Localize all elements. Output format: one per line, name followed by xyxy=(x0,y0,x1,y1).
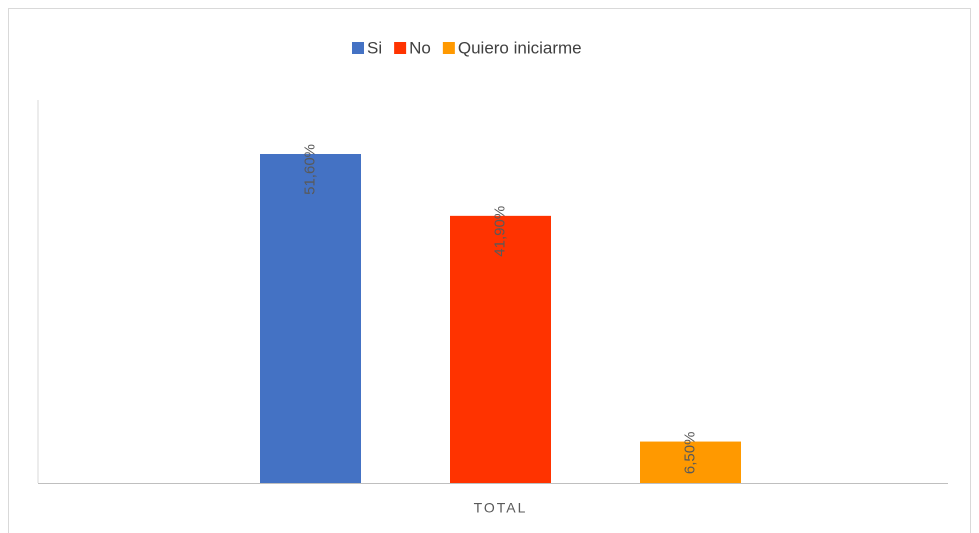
data-label: 41,90% xyxy=(491,206,508,257)
data-label: 51,60% xyxy=(301,144,318,195)
legend-label: Quiero iniciarme xyxy=(458,38,582,57)
data-label: 6,50% xyxy=(681,432,698,475)
legend-swatch xyxy=(442,42,455,54)
bar xyxy=(450,215,551,483)
bar xyxy=(260,154,361,483)
legend-swatch xyxy=(352,42,364,54)
legend-swatch xyxy=(394,42,407,54)
legend-label: No xyxy=(409,38,431,57)
x-tick-label: TOTAL xyxy=(474,500,528,516)
legend-label: Si xyxy=(367,38,382,57)
bar xyxy=(640,441,741,483)
